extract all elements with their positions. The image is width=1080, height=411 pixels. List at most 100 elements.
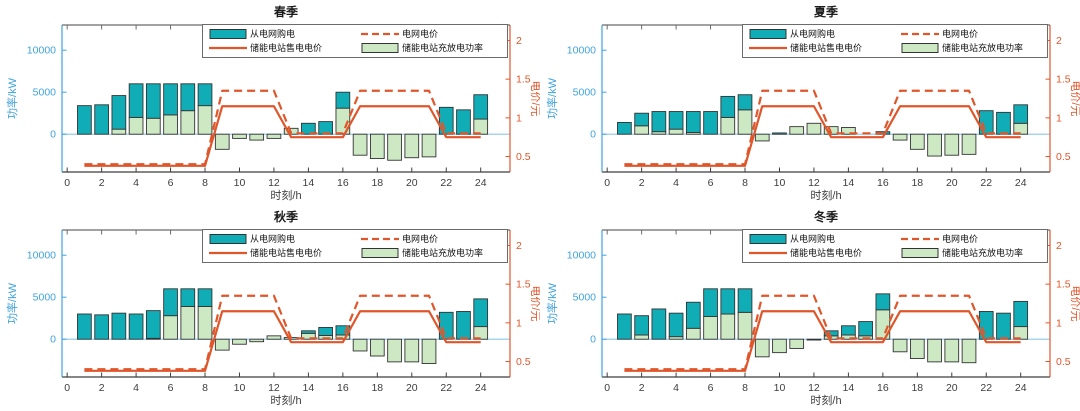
panel-spring: 0 2 4 6 8 10 12 14 16 18 20 22 24 0 5000 10000 0.5 1 1.5 2 功…	[0, 0, 540, 205]
legend-label: 储能电站充放电功率	[942, 43, 1024, 53]
bar-grid-purchase	[94, 104, 109, 135]
x-tick-label: 18	[911, 177, 923, 189]
green-bar-swatch-icon	[361, 248, 399, 258]
dashed-line-swatch-icon	[361, 237, 399, 241]
legend-item-grid-purchase: 从电网购电	[749, 232, 901, 246]
bar-grid-purchase	[685, 301, 701, 329]
dashed-line-swatch-icon	[361, 32, 399, 36]
x-tick-label: 24	[475, 382, 487, 394]
panel-winter: 0 2 4 6 8 10 12 14 16 18 20 22 24 0 5000 10000 0.5 1 1.5 2 功…	[540, 205, 1080, 410]
right-axis-label: 电价/元	[529, 80, 540, 116]
x-tick-label: 22	[980, 177, 992, 189]
bar-grid-purchase	[651, 111, 667, 133]
bar-storage-power	[806, 338, 822, 341]
bar-storage-power	[387, 133, 402, 161]
bar-storage-power	[685, 327, 701, 340]
legend-label: 从电网购电	[250, 234, 296, 244]
bar-grid-purchase	[180, 288, 196, 307]
bar-storage-power	[352, 338, 368, 352]
legend-box: 从电网购电 电网电价 储能电站售电电价 储能电站充放电功率	[742, 24, 1048, 58]
bar-grid-purchase	[145, 310, 161, 339]
right-axis-label: 电价/元	[1069, 285, 1080, 321]
left-tick-label: 5000	[573, 292, 597, 304]
bar-grid-purchase	[180, 83, 196, 112]
bar-grid-purchase	[634, 315, 649, 336]
bar-grid-purchase	[703, 288, 718, 317]
legend-item-grid-price: 电网电价	[901, 232, 1043, 246]
legend-label: 从电网购电	[790, 29, 836, 39]
x-axis-label: 时刻/h	[270, 188, 301, 202]
x-tick-label: 2	[639, 382, 645, 394]
bar-storage-power	[232, 133, 247, 139]
legend-label: 储能电站充放电功率	[402, 248, 484, 258]
x-tick-label: 6	[168, 382, 174, 394]
bar-storage-power	[892, 338, 908, 353]
bar-grid-purchase	[996, 111, 1011, 135]
dashed-line-swatch-icon	[901, 237, 939, 241]
legend-item-sell-price: 储能电站售电电价	[749, 41, 901, 55]
right-tick-label: 1.5	[1056, 74, 1071, 86]
x-tick-label: 14	[303, 177, 315, 189]
bar-grid-purchase	[668, 312, 684, 338]
bar-grid-purchase	[197, 83, 213, 107]
legend-item-grid-purchase: 从电网购电	[209, 27, 361, 41]
bar-storage-power	[927, 338, 942, 363]
solid-line-swatch-icon	[209, 46, 247, 50]
legend-label: 从电网购电	[790, 234, 836, 244]
panel-autumn: 0 2 4 6 8 10 12 14 16 18 20 22 24 0 5000 10000 0.5 1 1.5 2 功…	[0, 205, 540, 410]
x-axis-label: 时刻/h	[810, 188, 841, 202]
bar-grid-purchase	[77, 313, 92, 340]
legend-item-sell-price: 储能电站售电电价	[209, 41, 361, 55]
bar-grid-purchase	[634, 112, 649, 127]
bar-grid-purchase	[996, 312, 1011, 340]
green-bar-swatch-icon	[901, 248, 939, 258]
bar-storage-power	[806, 122, 822, 135]
bar-storage-power	[909, 338, 925, 359]
x-axis-label: 时刻/h	[810, 393, 841, 407]
x-tick-label: 12	[268, 177, 280, 189]
bar-grid-purchase	[841, 325, 856, 336]
bar-storage-power	[754, 133, 770, 142]
bar-storage-power	[944, 133, 960, 156]
bar-storage-power	[387, 338, 402, 363]
legend-label: 从电网购电	[250, 29, 296, 39]
right-tick-label: 1	[516, 112, 522, 124]
bar-storage-power	[737, 311, 753, 340]
bar-storage-power	[249, 133, 265, 141]
x-tick-label: 20	[406, 177, 418, 189]
bar-storage-power	[214, 338, 230, 351]
bar-grid-purchase	[301, 330, 316, 334]
bar-grid-purchase	[651, 308, 667, 340]
bar-grid-purchase	[456, 109, 471, 135]
left-tick-label: 5000	[33, 87, 57, 99]
x-tick-label: 4	[673, 382, 679, 394]
left-tick-label: 5000	[33, 292, 57, 304]
bar-storage-power	[111, 128, 127, 135]
teal-bar-swatch-icon	[749, 29, 787, 39]
bar-storage-power	[720, 313, 736, 340]
bar-grid-purchase	[335, 91, 351, 109]
bar-storage-power	[944, 338, 960, 363]
bar-grid-purchase	[77, 105, 92, 135]
storage-sell-price-line	[84, 310, 481, 372]
right-tick-label: 2	[1056, 240, 1062, 252]
x-tick-label: 14	[303, 382, 315, 394]
bar-storage-power	[404, 338, 420, 363]
x-tick-label: 6	[168, 177, 174, 189]
bar-grid-purchase	[720, 288, 736, 315]
bar-storage-power	[789, 338, 805, 349]
legend-item-storage-power: 储能电站充放电功率	[361, 41, 503, 55]
left-tick-label: 5000	[573, 87, 597, 99]
bar-grid-purchase	[197, 288, 213, 307]
bar-storage-power	[266, 133, 282, 139]
bar-storage-power	[180, 305, 196, 340]
legend-label: 储能电站充放电功率	[942, 248, 1024, 258]
x-tick-label: 10	[234, 177, 246, 189]
bar-storage-power	[737, 109, 753, 135]
bar-grid-purchase	[473, 94, 489, 120]
bar-grid-purchase	[720, 95, 736, 118]
bar-storage-power	[145, 117, 161, 135]
x-tick-label: 0	[604, 382, 610, 394]
legend-item-grid-purchase: 从电网购电	[209, 232, 361, 246]
